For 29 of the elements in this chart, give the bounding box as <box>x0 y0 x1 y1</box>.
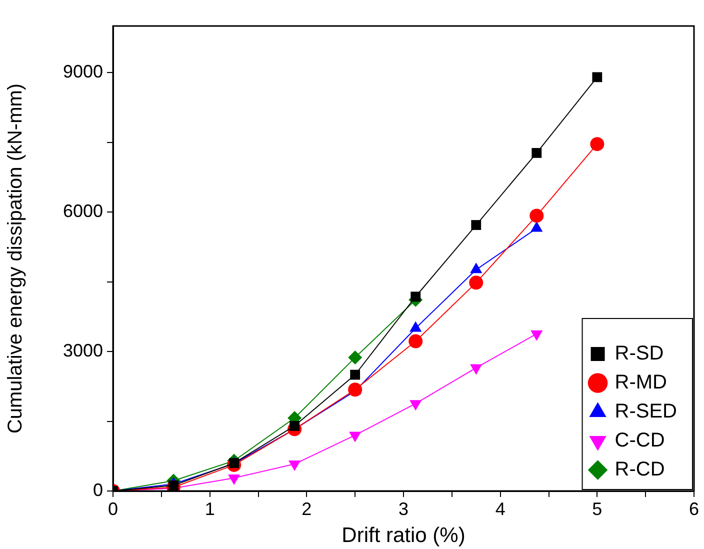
x-tick-label: 2 <box>302 498 312 519</box>
point <box>471 220 482 230</box>
legend-label: R-CD <box>614 458 665 481</box>
x-tick-label: 3 <box>398 498 409 519</box>
y-tick-label: 0 <box>92 480 103 500</box>
legend-label: C-CD <box>614 430 665 452</box>
x-axis-title: Drift ratio (%) <box>342 524 466 548</box>
x-tick-label: 6 <box>688 498 700 519</box>
y-tick-label: 6000 <box>62 200 103 221</box>
point <box>592 72 602 82</box>
legend-label: R-SD <box>614 342 664 365</box>
point <box>590 137 604 152</box>
legend-label: R-MD <box>614 372 667 394</box>
point <box>410 292 421 302</box>
point <box>532 148 542 158</box>
x-tick-label: 1 <box>204 498 215 519</box>
x-tick-label: 5 <box>592 498 602 519</box>
point <box>469 276 484 290</box>
y-tick-label: 3000 <box>62 340 103 360</box>
legend-label: R-SED <box>614 400 678 423</box>
y-axis-title: Cumulative energy dissipation (kN-mm) <box>4 83 27 434</box>
x-tick-label: 4 <box>495 498 506 519</box>
point <box>530 208 544 223</box>
point <box>168 480 178 490</box>
y-tick-label: 9000 <box>62 61 103 82</box>
point <box>348 350 362 365</box>
point <box>408 334 423 348</box>
point <box>350 370 360 380</box>
x-tick-label: 0 <box>108 498 118 519</box>
